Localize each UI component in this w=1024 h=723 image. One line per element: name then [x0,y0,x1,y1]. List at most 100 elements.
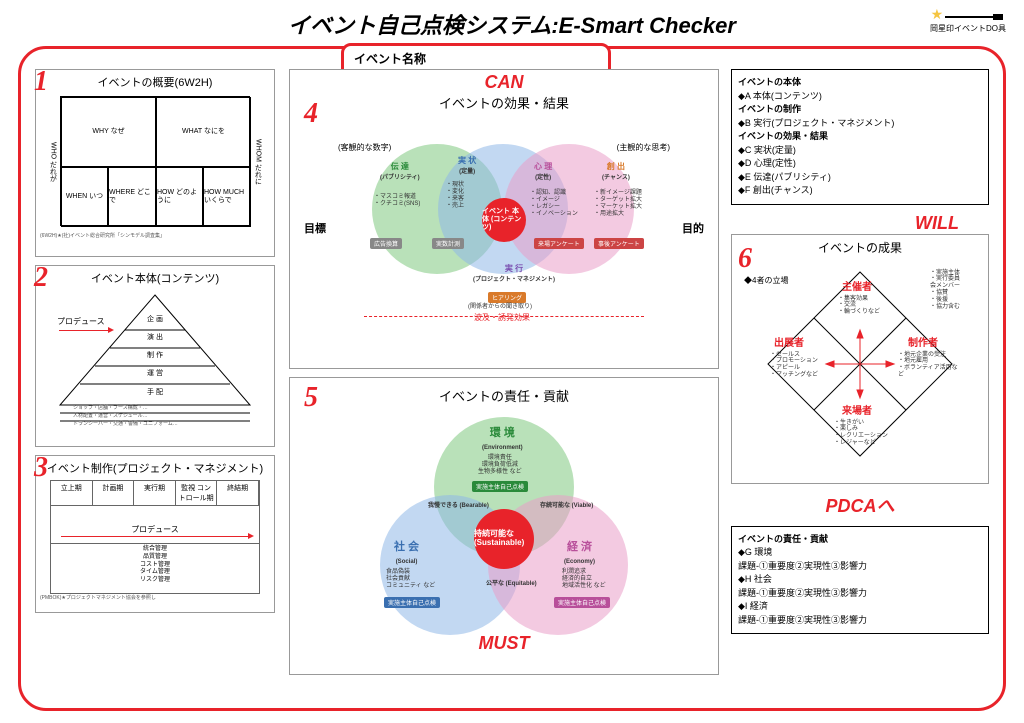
where-cell: WHERE どこで [108,167,156,227]
triangle-diagram: プロデュース 企 画 演 出 制 作 運 営 手 配 ショップ・店舗・ブース構成… [55,290,255,430]
v4-p1-b: ・認知、認識・イメージ・レガシー・イノベーション [530,190,578,218]
v4-p2-tag: 事後アンケート [594,238,644,249]
r1-i3: ◆C 実状(定量) [738,145,796,155]
v4-p1: 心 理(定性) [534,162,552,181]
main-frame: イベント名称 1 イベントの概要(6W2H) WHO だれが WHY なぜ WH… [18,46,1006,711]
phase-0: 立上期 [51,481,93,505]
panel-4: CAN 4 イベントの効果・結果 (客観的な数字) (主観的な思考) 目標 目的… [289,69,719,369]
v5-b: 社 会(Social) [394,541,419,567]
tri-s1: 人材配置・運営・スケジュール… [73,412,148,419]
v4-b-b: ・現状・変化・来客・売上 [446,182,464,210]
r1-g3: イベントの効果・結果 [738,131,828,141]
venn-5: 持続可能な (Sustainable) 環 境(Environment) 環境責… [324,409,684,639]
logo-text: 岡星印イベントDO具 [930,24,1006,33]
gantt: 立上期 計画期 実行期 監視 コントロール期 終結期 プロデュース 統合管理 品… [50,480,260,590]
r2-i3: ◆I 経済 [738,601,768,611]
arrow-icon [59,330,109,331]
p1-foot: (6W2H)★(社)イベント総合研究所「シンモデル調査集」 [40,232,270,239]
goal-l: 目標 [304,220,326,236]
v4-p1-tag: 来場アンケート [534,238,584,249]
ov3: 公平な (Equitable) [486,581,537,588]
v4-b: 実 状(定量) [458,156,476,175]
panel-1: 1 イベントの概要(6W2H) WHO だれが WHY なぜ WHAT なにを … [35,69,275,257]
v4-p2-b: ・新イメージ課題・ターゲット拡大・マーケット拡大・用途拡大 [594,190,642,218]
num-4: 4 [304,98,318,130]
v5-b-tag: 実施主体自己点検 [384,597,440,608]
panel-3: 3 イベント制作(プロジェクト・マネジメント) 立上期 計画期 実行期 監視 コ… [35,455,275,613]
arrow-icon [61,536,249,537]
r1-i6: ◆F 創出(チャンス) [738,185,813,195]
r2-i2: ◆H 社会 [738,574,772,584]
d-l-b: ・セールス・プロモーション・アピール・マッチングなど [770,352,818,380]
r2-g1: イベントの責任・貢献 [738,534,828,544]
phase-2: 実行期 [134,481,176,505]
v5-p: 経 済(Economy) [564,541,595,567]
p3-title: イベント制作(プロジェクト・マネジメント) [40,460,270,476]
box-r1: イベントの本体 ◆A 本体(コンテンツ) イベントの制作 ◆B 実行(プロジェク… [731,69,989,205]
p1-title: イベントの概要(6W2H) [40,74,270,90]
v4-g-b: ・マスコミ報道・クチコミ(SNS) [374,194,420,208]
what-cell: WHAT なにを [156,97,251,167]
v4-g-tag: 広告換算 [370,238,402,249]
phase-3: 監視 コントロール期 [176,481,218,505]
r1-i2: ◆B 実行(プロジェクト・マネジメント) [738,118,894,128]
panel-6: 6 イベントの成果 ◆4者の立場 主催者 ・集客効果・交流・輪づくりなど 出展者… [731,234,989,484]
tri-l0: 企 画 [55,314,255,324]
tri-s2: トランシーバー・交通・警備・ユニフォーム… [73,420,178,427]
r1-g1: イベントの本体 [738,77,801,87]
why-cell: WHY なぜ [61,97,156,167]
diamond: 主催者 ・集客効果・交流・輪づくりなど 出展者 ・セールス・プロモーション・アピ… [760,264,960,464]
p5-title: イベントの責任・貢献 [294,386,714,405]
d-ext: ・実施主体・実行委員会メンバー・協賛・後援・協力含む [930,270,960,311]
r1-i1: ◆A 本体(コンテンツ) [738,91,822,101]
tri-l3: 運 営 [55,368,255,378]
num-2: 2 [34,262,48,294]
logo: ★ 岡星印イベントDO具 [930,6,1006,34]
can-label: CAN [294,72,714,93]
venn-4: イベント 本 体 (コンテンツ) 伝 達(パブリシティ) ・マスコミ報道・クチコ… [324,116,684,326]
v4-bot-tag: ヒアリング [488,292,526,303]
p4-title: イベントの効果・結果 [294,93,714,112]
how-cell: HOW どのように [156,167,203,227]
ov1: 我慢できる (Bearable) [428,503,489,510]
center-5: 持続可能な (Sustainable) [474,509,534,569]
v5-b-b: 食品偽装社会貢献コミュニティ など [386,569,435,590]
d-r: 制作者 [908,338,938,350]
center-4: イベント 本 体 (コンテンツ) [482,198,526,242]
r2-s2: 課題-①重要度②実現性③影響力 [738,588,867,598]
p3-label: プロデュース [131,525,179,534]
whom-label: WHOM だれに [250,97,265,227]
panel-5: 5 イベントの責任・貢献 持続可能な (Sustainable) 環 境(Env… [289,377,719,675]
phase-4: 終結期 [217,481,259,505]
who-label: WHO だれが [45,97,60,227]
v5-g-tag: 実施主体自己点検 [472,481,528,492]
p2-title: イベント本体(コンテンツ) [40,270,270,286]
v4-p2: 創 出(チャンス) [602,162,630,181]
v4-b-tag: 実数計測 [432,238,464,249]
d-b-b: ・生きがい・楽しみ・レクリエーション・レジャーなど [834,420,888,448]
d-t: 主催者 [842,282,872,294]
phase-1: 計画期 [93,481,135,505]
page-title: イベント自己点検システム:E-Smart Checker [0,0,1024,44]
r2-i1: ◆G 環境 [738,547,772,557]
wave: 波及・誘発効果 [474,312,530,323]
d-t-b: ・集客効果・交流・輪づくりなど [838,296,880,317]
v5-g: 環 境(Environment) [482,427,523,453]
mgmt-0: 統合管理 [51,546,259,554]
d-r-b: ・地元企業の受注・地元雇用・ボランティア活用など [898,352,960,380]
tri-l4: 手 配 [55,387,255,397]
gantt-header: 立上期 計画期 実行期 監視 コントロール期 終結期 [50,480,260,506]
box-r2: イベントの責任・貢献 ◆G 環境 課題-①重要度②実現性③影響力 ◆H 社会 課… [731,526,989,635]
v4-bot: 実 行(プロジェクト・マネジメント) [464,264,564,283]
r1-i5: ◆E 伝達(パブリシティ) [738,172,831,182]
when-cell: WHEN いつ [61,167,108,227]
d-l: 出展者 [774,338,804,350]
p6-title: イベントの成果 [736,239,984,256]
grid-6w2h: WHO だれが WHY なぜ WHAT なにを WHEN いつ WHERE どこ… [60,96,250,226]
will-label: WILL [731,213,989,234]
mgmt-4: リスク管理 [51,577,259,585]
panel-2: 2 イベント本体(コンテンツ) プロデュース 企 画 演 出 制 作 運 営 手… [35,265,275,447]
howmuch-cell: HOW MUCH いくらで [203,167,251,227]
v5-g-b: 環境責任環境負荷低減生物多様性 など [478,455,522,476]
r2-s1: 課題-①重要度②実現性③影響力 [738,561,867,571]
